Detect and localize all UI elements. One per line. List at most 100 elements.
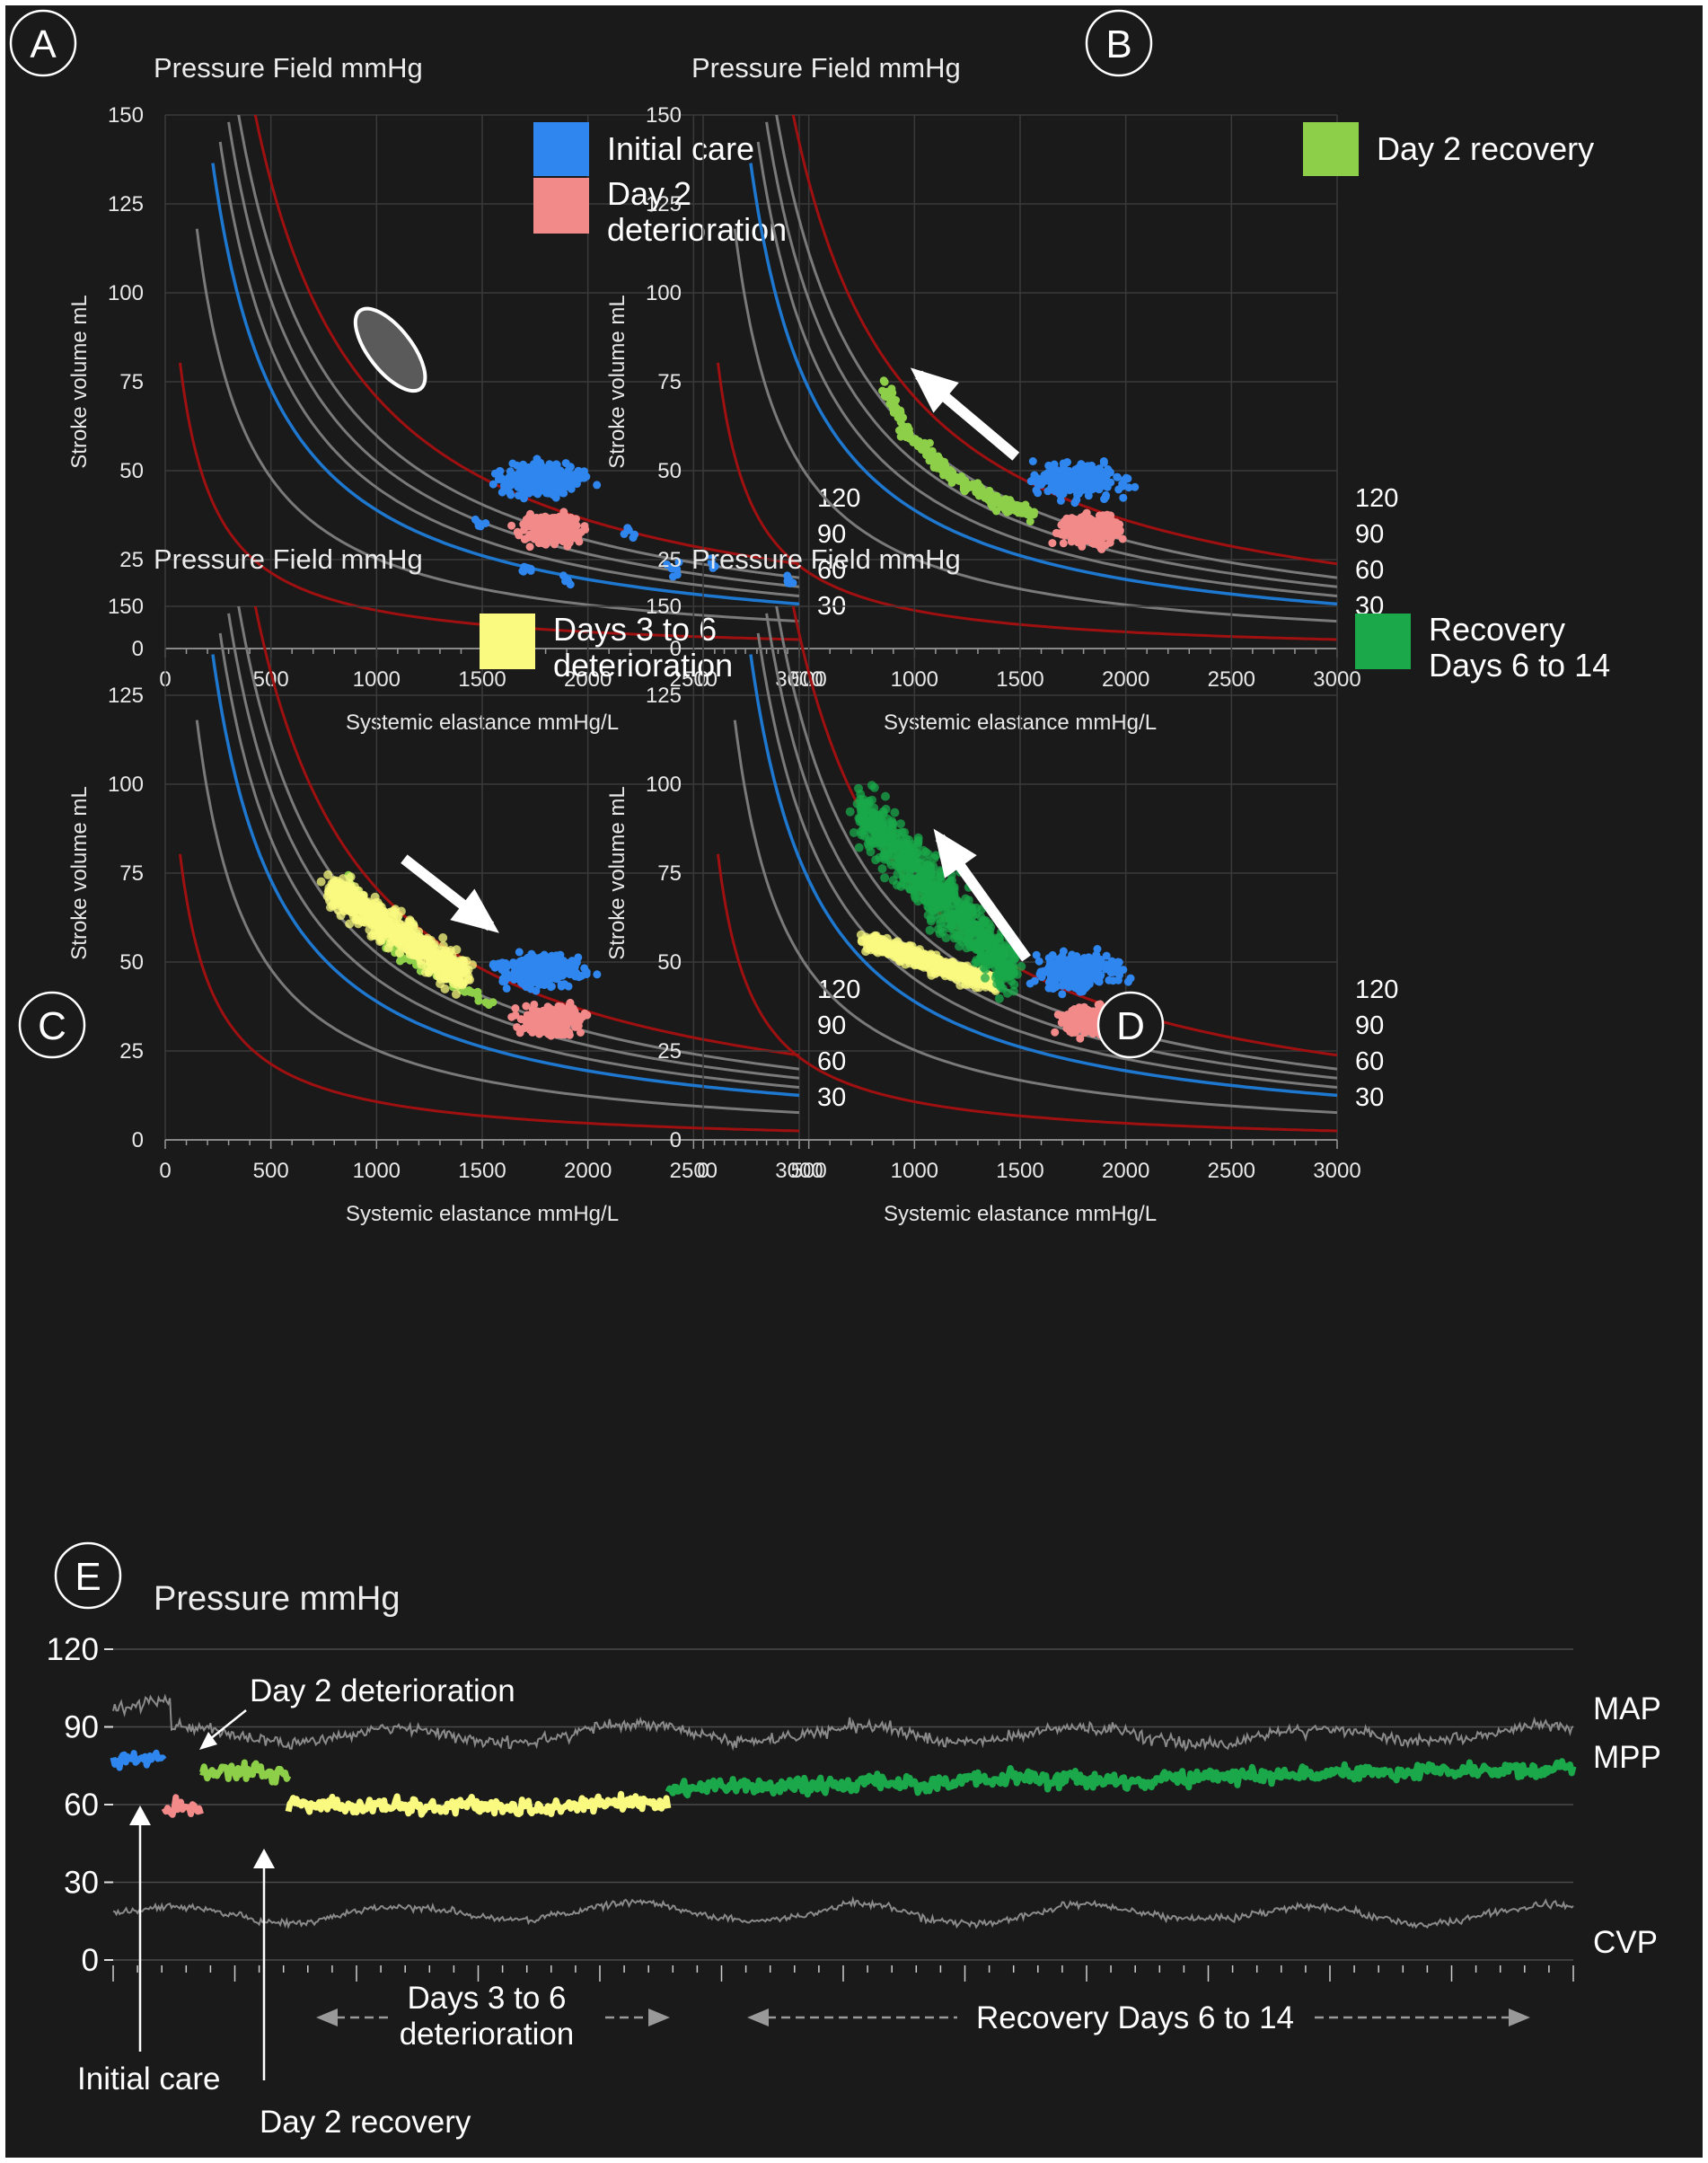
data-point [928,885,938,894]
data-point [968,480,977,489]
data-point [975,487,983,496]
data-point [1120,475,1129,484]
data-point [563,542,572,551]
data-point [559,571,568,580]
panel-title: Pressure Field mmHg [154,52,423,84]
data-point [959,970,969,979]
x-tick-label: 3000 [775,1159,823,1183]
series-initial-care [471,455,797,589]
data-point [862,806,872,816]
y-tick-label: 125 [646,684,682,708]
data-point [904,944,914,954]
data-point [894,956,904,966]
data-point [516,976,525,985]
isobar-label-120: 120 [1355,484,1398,513]
panel-letter: C [38,1004,66,1048]
data-point [845,807,855,817]
isobar-90-curve [227,613,799,1080]
data-point [550,486,559,494]
data-point [1062,1014,1071,1023]
legend-swatch [1303,122,1359,176]
data-point [348,886,358,896]
x-tick-label: 1500 [996,1159,1043,1183]
data-point [547,983,555,992]
isobar-mean-curve [749,654,1337,1098]
data-point [973,970,983,980]
y-tick-label: 25 [119,1039,144,1064]
data-point [925,925,935,935]
data-point [538,481,547,490]
data-point [534,522,542,531]
data-point [436,963,445,973]
data-point [1081,1014,1090,1023]
data-point [935,456,944,465]
data-point [1113,965,1122,974]
data-point [565,1030,574,1039]
legend-swatch [533,178,589,234]
data-point [905,434,914,443]
data-point [885,390,894,399]
x-tick-label: 3000 [1313,1159,1360,1183]
isobar-label-120: 120 [817,484,860,513]
data-point [541,467,550,476]
isobar-30-curve [195,228,799,623]
data-point [849,828,858,837]
data-point [945,472,954,481]
isobar-120-curve [775,115,1337,579]
data-point [874,810,884,820]
data-point [1025,508,1034,516]
data-point [460,977,470,987]
data-point [1096,972,1105,981]
data-point [1084,491,1093,500]
data-point [522,1002,531,1011]
panel-letter: B [1105,22,1131,66]
data-point [708,554,717,563]
data-point [519,964,528,973]
data-point [1047,466,1056,475]
data-point [351,914,361,924]
data-point [982,924,992,934]
data-point [1090,971,1099,980]
data-point [445,965,455,975]
data-point [887,820,897,830]
data-point [988,949,998,958]
data-point [1095,962,1104,971]
series-days-3-to-6-deterioration [316,870,478,999]
data-point [871,855,881,865]
x-tick-label: 0 [159,1159,171,1183]
legend-swatch [480,614,535,669]
mpp-trace [285,1790,672,1818]
trajectory-arrow-head [450,888,499,933]
data-point [1048,950,1057,959]
y-tick-label: 75 [657,370,682,394]
data-point [1034,957,1043,966]
data-point [1017,961,1026,971]
data-point [943,883,953,893]
data-point [561,459,570,468]
isobar-30-curve [733,228,1337,623]
data-point [890,808,900,817]
trajectory-arrow [401,854,499,933]
panel-letter-circle [54,1541,122,1610]
y-tick-label: 120 [47,1632,99,1667]
y-tick-label: 100 [108,281,144,305]
data-point [357,906,366,916]
x-axis-label: Systemic elastance mmHg/L [884,1202,1157,1226]
data-point [893,841,902,851]
data-point [334,892,344,902]
data-point [1072,496,1081,504]
data-point [876,841,885,851]
data-point [559,489,568,498]
legend-label: Days 6 to 14 [1429,647,1610,684]
data-point [531,481,539,490]
data-point [394,948,404,958]
data-point [992,969,1002,979]
data-point [964,896,973,905]
data-point [575,537,584,546]
data-point [1091,1012,1099,1021]
data-point [890,403,899,412]
data-point [861,947,871,957]
data-point [489,480,497,489]
data-point [938,465,947,474]
data-point [1079,464,1087,473]
